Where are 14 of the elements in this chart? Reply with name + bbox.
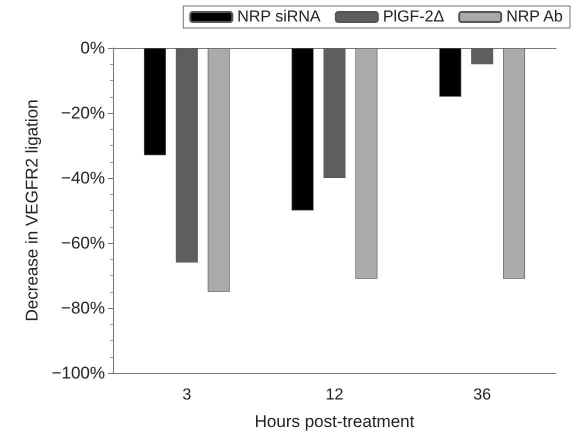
y-tick-label: −20%	[61, 104, 105, 122]
y-tick-label: −60%	[61, 234, 105, 252]
y-tick-label: −100%	[52, 364, 105, 382]
x-tick-label: 3	[182, 386, 192, 404]
legend-label: PlGF-2Δ	[382, 8, 445, 26]
y-tick-label: 0%	[80, 38, 105, 58]
y-tick-label: −80%	[61, 298, 105, 318]
x-tick-label: 36	[473, 386, 492, 404]
x-tick-label: 12	[326, 386, 344, 404]
y-axis-title: Decrease in VEGFR2 ligation	[22, 99, 42, 322]
x-axis-title: Hours post-treatment	[254, 412, 415, 431]
legend-label: NRP siRNA	[237, 8, 321, 26]
legend-label: NRP Ab	[506, 8, 563, 26]
y-tick-label: −40%	[61, 168, 105, 188]
